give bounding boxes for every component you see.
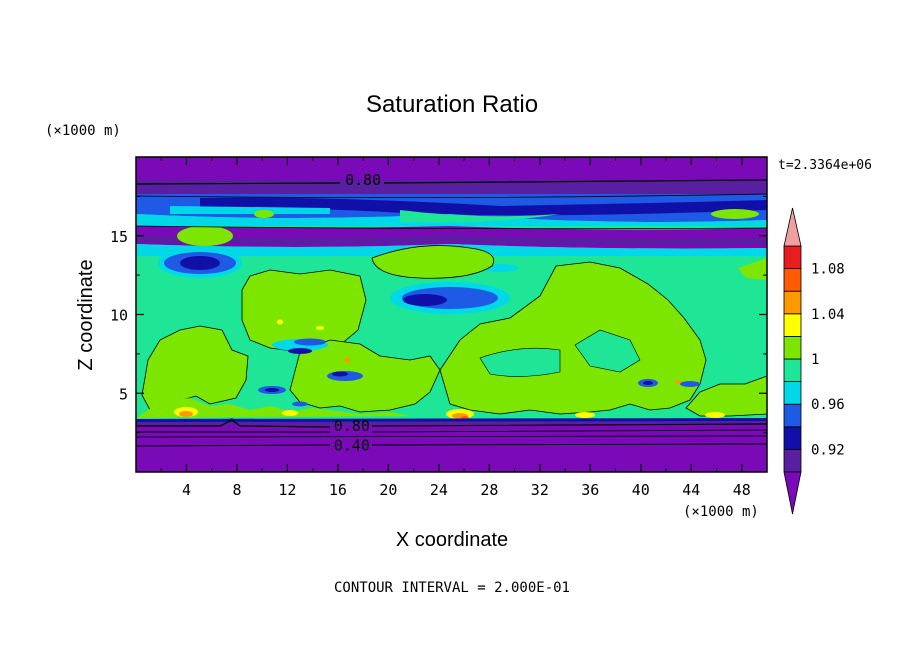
colorbar-band-4 xyxy=(783,381,802,405)
x-tick-label-9: 40 xyxy=(632,481,650,499)
chart-title: Saturation Ratio xyxy=(366,91,538,118)
upper-cloud-blob xyxy=(371,245,495,279)
x-tick-label-7: 32 xyxy=(531,481,549,499)
colorbar-band-1 xyxy=(783,448,802,473)
y-axis-label: Z coordinate xyxy=(75,259,97,370)
contour-040 xyxy=(136,443,767,447)
time-label: t=2.3364e+06 xyxy=(778,158,872,173)
colorbar-label-4: 1.08 xyxy=(811,262,845,278)
y-tick-label-2: 15 xyxy=(110,228,128,246)
colorbar-label-2: 1 xyxy=(811,352,819,368)
y-tick-label-0: 5 xyxy=(119,385,128,403)
colorbar: 0.92 0.96 1 1.04 1.08 xyxy=(783,207,845,515)
x-axis-label: X coordinate xyxy=(396,529,508,551)
x-tick-label-6: 28 xyxy=(480,481,498,499)
colorbar-band-10 xyxy=(783,245,802,270)
colorbar-label-0: 0.92 xyxy=(811,442,845,458)
colorbar-band-8 xyxy=(783,290,802,315)
contour-080-lower xyxy=(136,419,767,428)
x-tick-label-2: 12 xyxy=(278,481,296,499)
x-tick-label-10: 44 xyxy=(682,481,700,499)
colorbar-band-2 xyxy=(783,426,802,450)
colorbar-label-3: 1.04 xyxy=(811,307,845,323)
contour-080-upper xyxy=(136,179,767,185)
x-tick-label-11: 48 xyxy=(733,481,751,499)
colorbar-band-7 xyxy=(783,313,802,337)
x-tick-label-4: 20 xyxy=(379,481,397,499)
x-tick-label-0: 4 xyxy=(182,481,191,499)
colorbar-top-arrow xyxy=(783,207,802,247)
contour-label-2: 0.40 xyxy=(334,436,370,454)
moist-region-center xyxy=(241,269,367,353)
colorbar-band-3 xyxy=(783,403,802,428)
y-tick-label-1: 10 xyxy=(110,307,128,325)
contour-label-0: 0.80 xyxy=(345,171,381,189)
colorbar-band-6 xyxy=(783,335,802,360)
y-unit-label: (×1000 m) xyxy=(45,123,121,139)
x-unit-label: (×1000 m) xyxy=(683,504,759,520)
colorbar-label-1: 0.96 xyxy=(811,397,845,413)
colorbar-bottom-arrow xyxy=(783,471,802,515)
x-tick-label-1: 8 xyxy=(232,481,241,499)
x-tick-label-3: 16 xyxy=(329,481,347,499)
x-tick-label-5: 24 xyxy=(430,481,448,499)
colorbar-band-9 xyxy=(783,268,802,292)
contour-label-1: 0.80 xyxy=(334,417,370,435)
x-tick-label-8: 36 xyxy=(581,481,599,499)
contour-interval-label: CONTOUR INTERVAL = 2.000E-01 xyxy=(334,580,570,596)
plot-area: 0.800.800.40 xyxy=(136,157,767,472)
colorbar-band-5 xyxy=(783,358,802,383)
